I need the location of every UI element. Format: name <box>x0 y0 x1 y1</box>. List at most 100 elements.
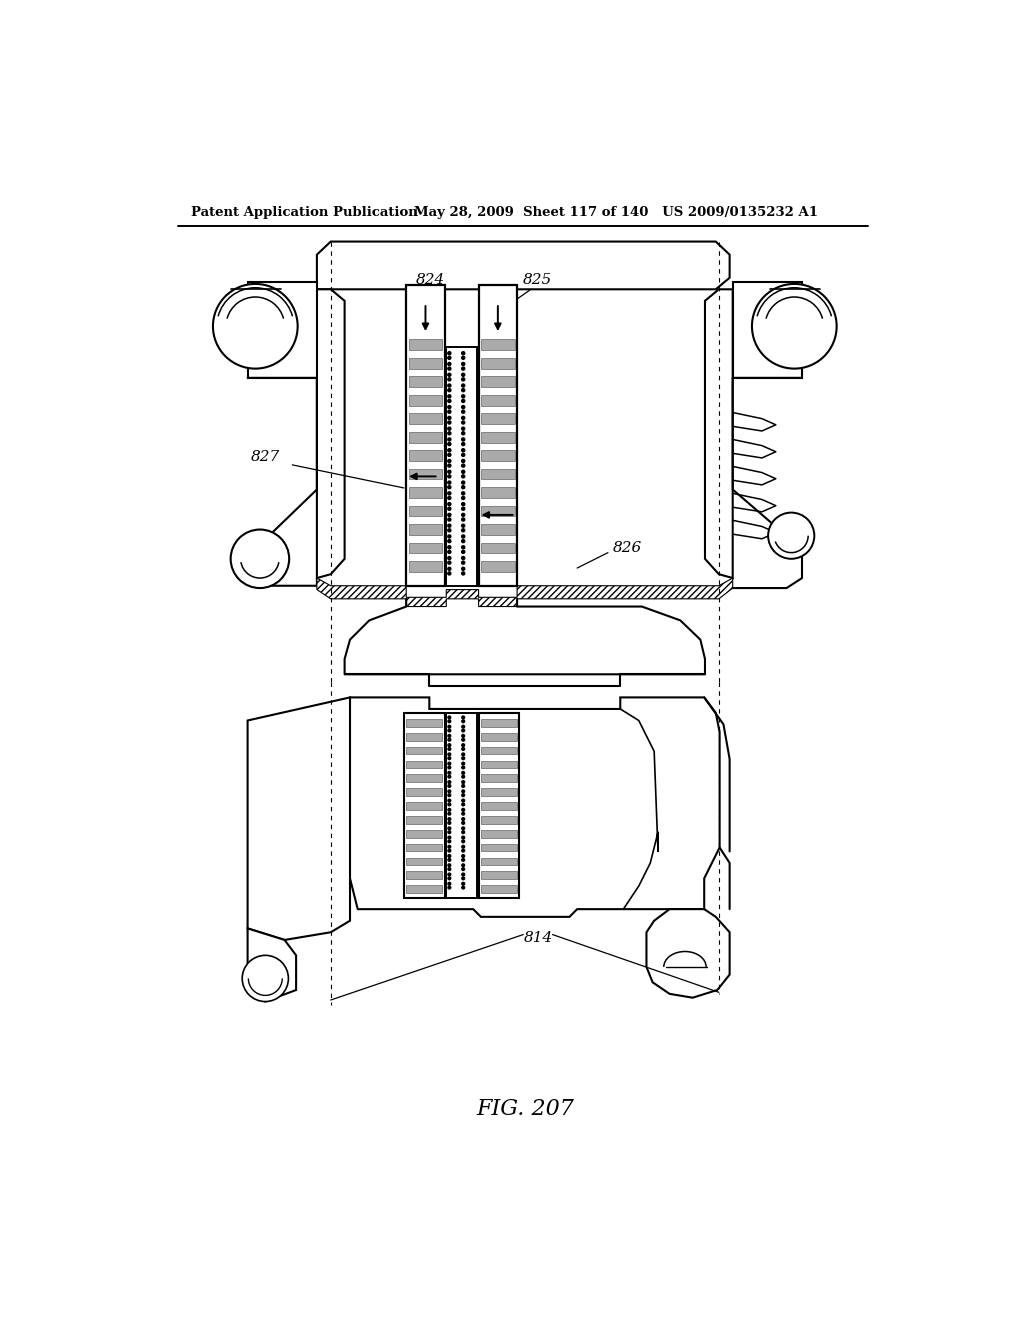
Polygon shape <box>409 561 442 572</box>
Polygon shape <box>481 413 515 424</box>
Circle shape <box>447 775 451 777</box>
Circle shape <box>447 821 451 824</box>
Circle shape <box>462 882 465 886</box>
Polygon shape <box>481 886 517 892</box>
Circle shape <box>462 535 465 539</box>
Circle shape <box>462 812 465 814</box>
Circle shape <box>447 374 451 376</box>
Polygon shape <box>407 816 442 824</box>
Polygon shape <box>409 469 442 479</box>
Circle shape <box>447 428 451 430</box>
Circle shape <box>447 729 451 731</box>
Circle shape <box>768 512 814 558</box>
Circle shape <box>462 725 465 729</box>
Polygon shape <box>481 543 515 553</box>
Circle shape <box>447 465 451 467</box>
Polygon shape <box>407 747 442 755</box>
Circle shape <box>462 858 465 861</box>
Circle shape <box>447 496 451 499</box>
Polygon shape <box>316 578 733 607</box>
Circle shape <box>447 747 451 750</box>
Polygon shape <box>481 747 517 755</box>
Circle shape <box>447 793 451 796</box>
Polygon shape <box>481 719 517 726</box>
Circle shape <box>462 492 465 495</box>
Circle shape <box>462 405 465 409</box>
Polygon shape <box>481 816 517 824</box>
Polygon shape <box>316 289 345 578</box>
Circle shape <box>462 836 465 840</box>
Circle shape <box>447 367 451 370</box>
Circle shape <box>462 374 465 376</box>
Circle shape <box>462 432 465 434</box>
Circle shape <box>462 507 465 511</box>
Circle shape <box>447 442 451 446</box>
Circle shape <box>447 492 451 495</box>
Text: 824: 824 <box>416 273 445 286</box>
Circle shape <box>447 459 451 462</box>
Polygon shape <box>407 775 442 781</box>
Circle shape <box>462 830 465 833</box>
Circle shape <box>447 395 451 397</box>
Polygon shape <box>248 697 350 940</box>
Polygon shape <box>481 432 515 442</box>
Polygon shape <box>481 358 515 368</box>
Polygon shape <box>481 843 517 851</box>
Text: FIG. 207: FIG. 207 <box>476 1098 573 1121</box>
Circle shape <box>447 854 451 858</box>
Polygon shape <box>481 858 517 866</box>
Circle shape <box>462 411 465 413</box>
Polygon shape <box>409 376 442 387</box>
Circle shape <box>447 432 451 434</box>
Circle shape <box>462 821 465 824</box>
Circle shape <box>462 808 465 812</box>
Circle shape <box>462 743 465 747</box>
Circle shape <box>447 756 451 759</box>
Circle shape <box>447 550 451 553</box>
Circle shape <box>462 561 465 564</box>
Circle shape <box>447 766 451 768</box>
Polygon shape <box>407 788 442 796</box>
Circle shape <box>462 400 465 403</box>
Circle shape <box>447 886 451 888</box>
Text: 825: 825 <box>522 273 552 286</box>
Circle shape <box>447 503 451 506</box>
Circle shape <box>462 540 465 543</box>
Circle shape <box>462 367 465 370</box>
Polygon shape <box>409 524 442 535</box>
Polygon shape <box>409 395 442 405</box>
Circle shape <box>447 356 451 359</box>
Circle shape <box>462 784 465 787</box>
Polygon shape <box>339 697 720 917</box>
Circle shape <box>462 503 465 506</box>
Circle shape <box>752 284 837 368</box>
Circle shape <box>447 882 451 886</box>
Circle shape <box>447 513 451 516</box>
Polygon shape <box>407 858 442 866</box>
Circle shape <box>447 486 451 488</box>
Circle shape <box>462 449 465 451</box>
Circle shape <box>462 766 465 768</box>
Circle shape <box>447 876 451 879</box>
Circle shape <box>447 803 451 805</box>
Circle shape <box>447 808 451 812</box>
Circle shape <box>447 517 451 521</box>
Circle shape <box>462 496 465 499</box>
Circle shape <box>447 400 451 403</box>
Polygon shape <box>248 281 316 378</box>
Polygon shape <box>481 803 517 810</box>
Circle shape <box>462 517 465 521</box>
Circle shape <box>447 817 451 821</box>
Circle shape <box>462 356 465 359</box>
Circle shape <box>447 826 451 830</box>
Polygon shape <box>481 450 515 461</box>
Polygon shape <box>705 289 733 578</box>
Circle shape <box>447 858 451 861</box>
Circle shape <box>447 849 451 851</box>
Polygon shape <box>733 281 802 378</box>
Circle shape <box>447 789 451 793</box>
Polygon shape <box>481 395 515 405</box>
Circle shape <box>447 812 451 814</box>
Polygon shape <box>481 506 515 516</box>
Polygon shape <box>409 339 442 350</box>
